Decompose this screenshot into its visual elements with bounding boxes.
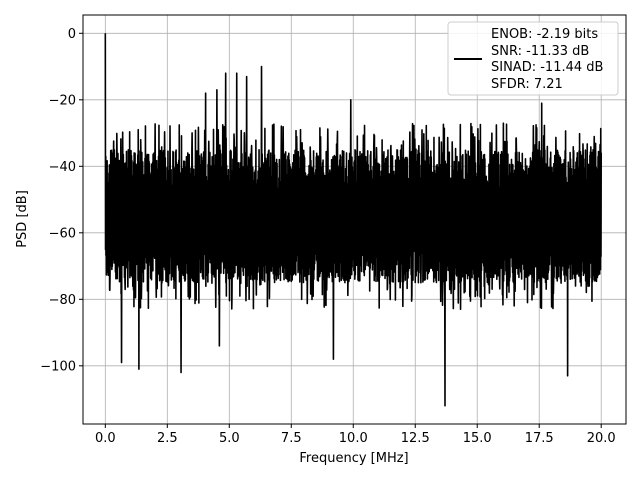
legend: ENOB: -2.19 bits SNR: -11.33 dB SINAD: -… [447, 21, 619, 96]
x-tick-label: 15.0 [463, 431, 492, 446]
x-tick-label: 7.5 [281, 431, 302, 446]
series-psd [104, 33, 603, 407]
y-axis-label: PSD [dB] [15, 190, 30, 248]
legend-entry-enob: ENOB: -2.19 bits [491, 27, 598, 42]
legend-entry-sfdr: SFDR: 7.21 [491, 77, 563, 92]
legend-box [447, 21, 619, 96]
x-tick-label: 0.0 [95, 431, 116, 446]
x-tick-label: 2.5 [157, 431, 178, 446]
psd-trace [104, 33, 603, 407]
legend-entry-sinad: SINAD: -11.44 dB [491, 60, 603, 75]
x-axis-label: Frequency [MHz] [299, 451, 408, 466]
x-axis: 0.0 2.5 5.0 7.5 10.0 12.5 15.0 17.5 20.0 [95, 424, 616, 446]
x-tick-label: 5.0 [219, 431, 240, 446]
x-tick-label: 10.0 [339, 431, 368, 446]
y-tick-label: −60 [49, 226, 76, 241]
y-tick-label: −100 [40, 359, 76, 374]
y-tick-label: 0 [68, 27, 76, 42]
plot-frame [82, 14, 627, 425]
y-axis: 0 −20 −40 −60 −80 −100 [40, 27, 83, 374]
x-tick-label: 17.5 [525, 431, 554, 446]
y-tick-label: −40 [49, 160, 76, 175]
x-tick-label: 12.5 [401, 431, 430, 446]
legend-entry-snr: SNR: -11.33 dB [491, 44, 589, 59]
y-tick-label: −20 [49, 93, 76, 108]
x-tick-label: 20.0 [587, 431, 616, 446]
y-tick-label: −80 [49, 293, 76, 308]
